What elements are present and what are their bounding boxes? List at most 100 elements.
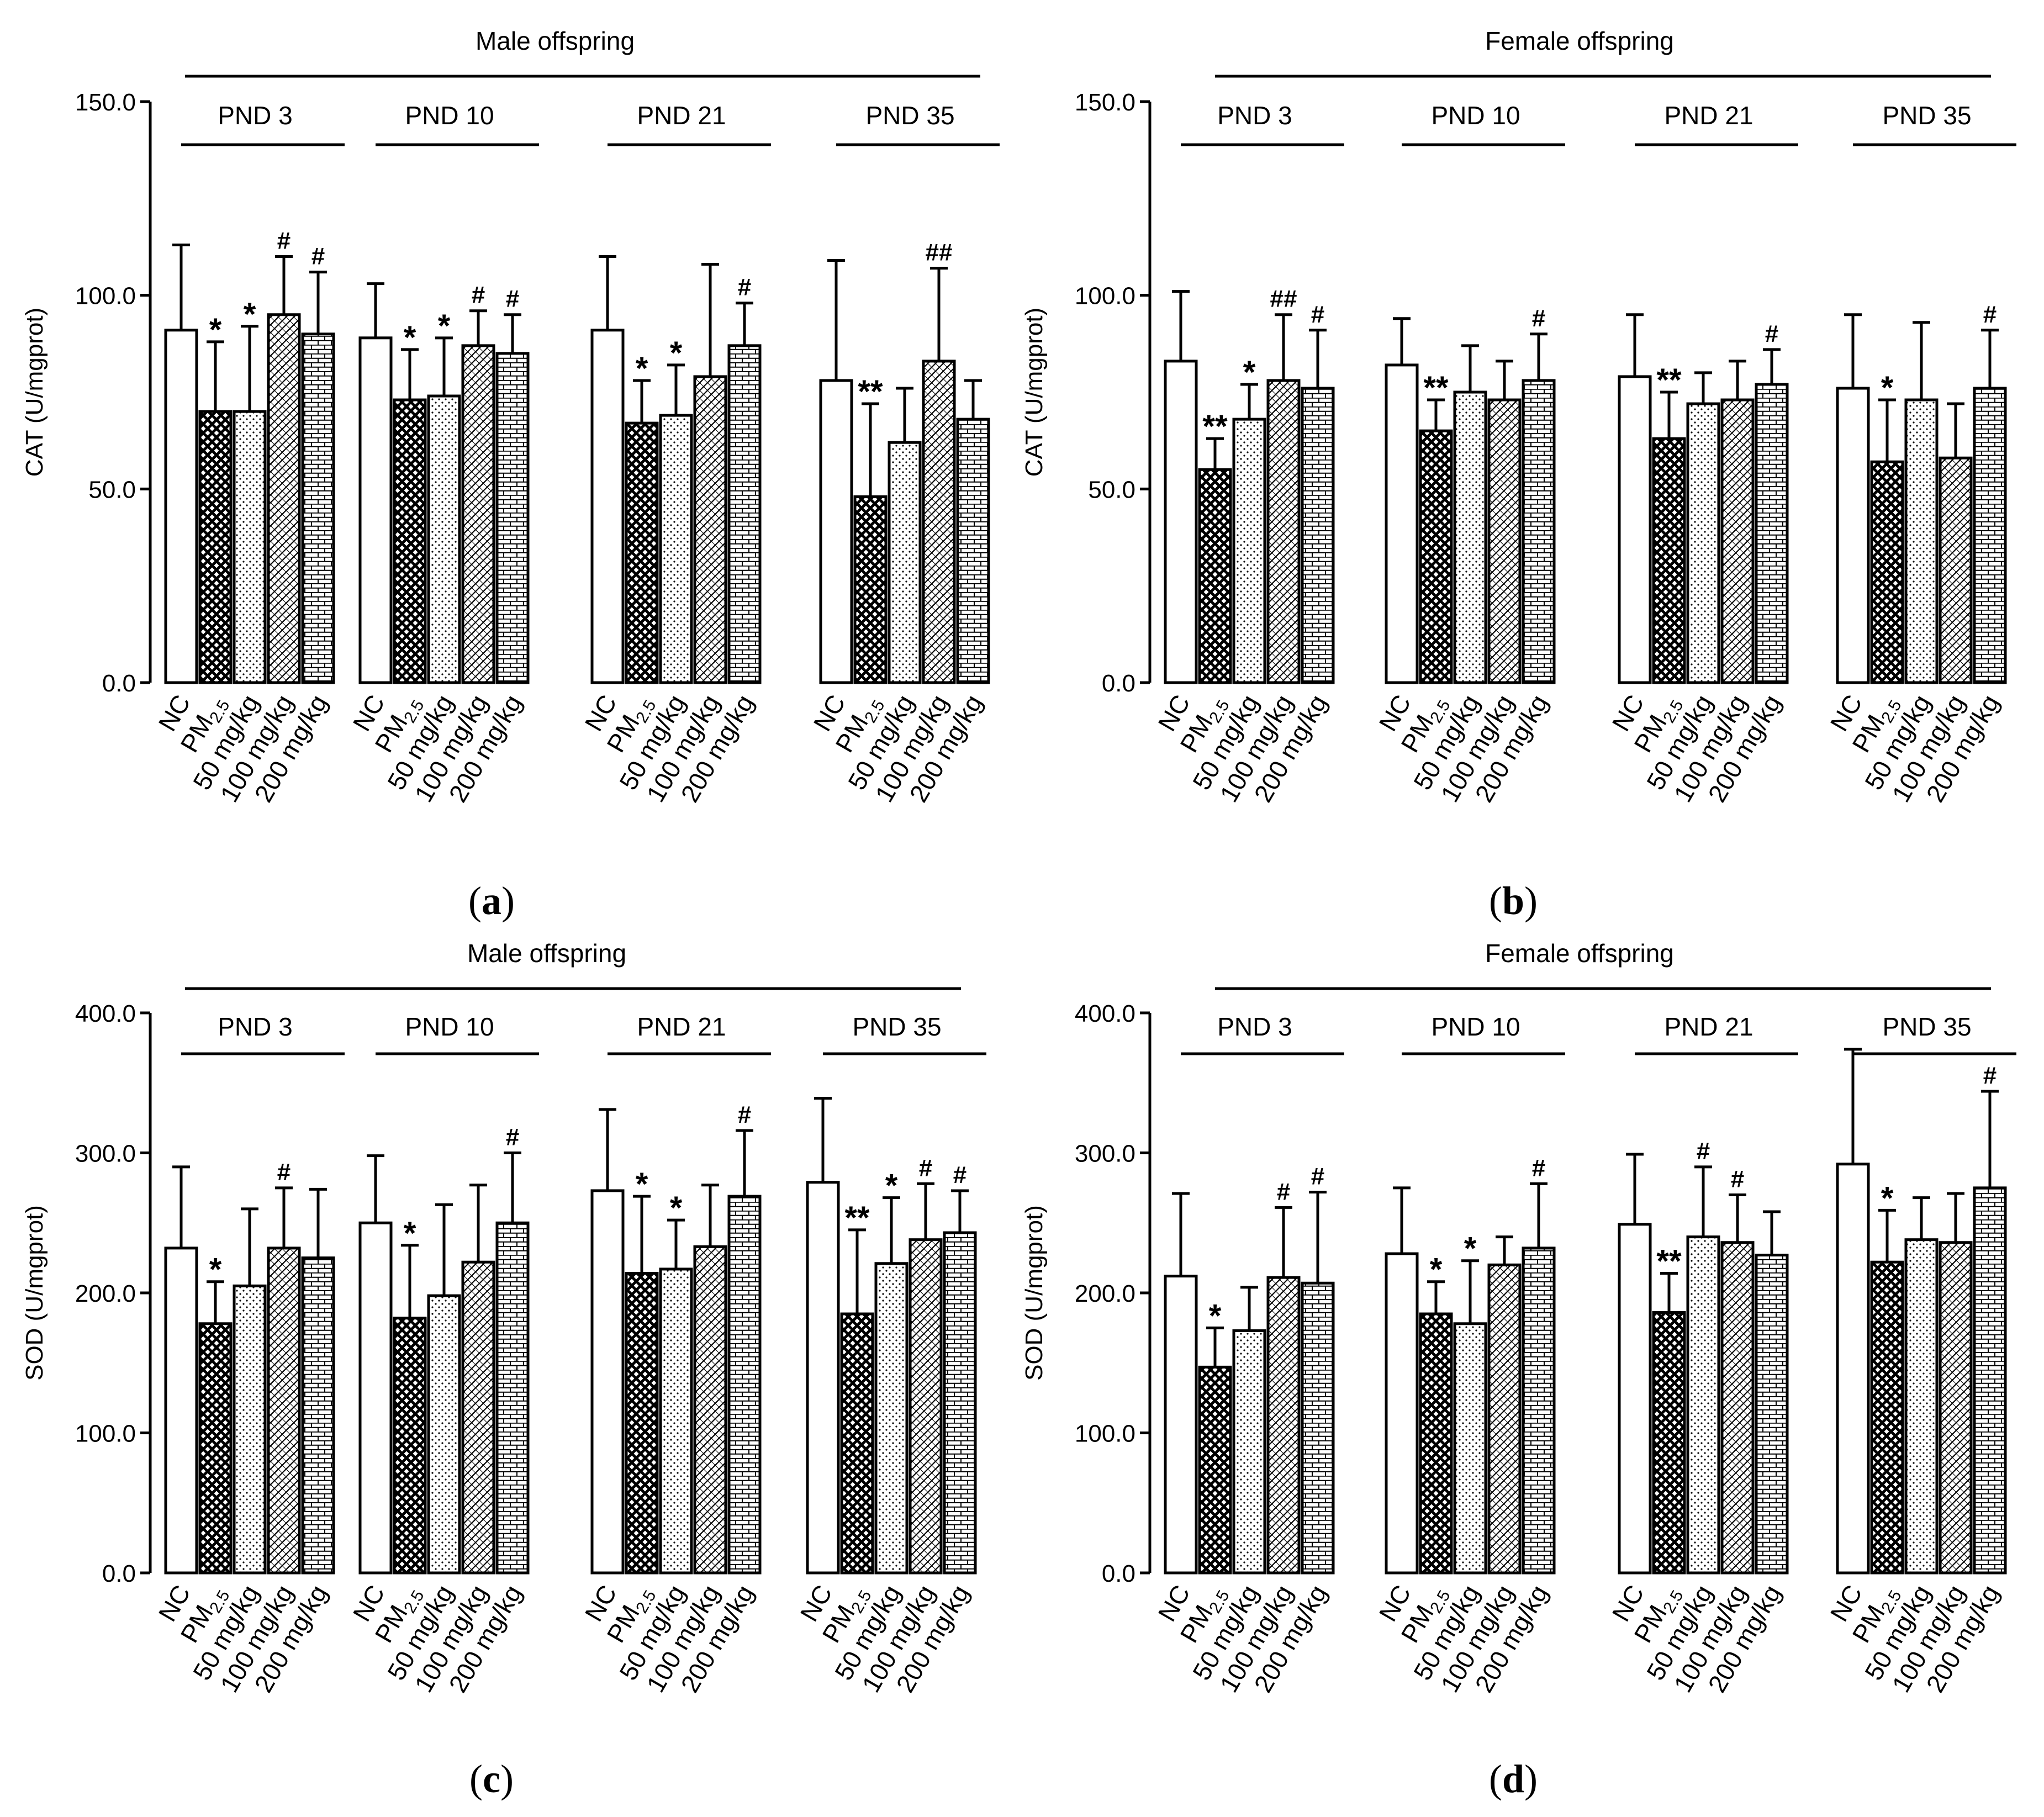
significance-mark: # (1731, 1166, 1744, 1193)
bar (727, 344, 762, 684)
bar (358, 336, 393, 684)
bar (1385, 363, 1419, 684)
bar (1904, 398, 1939, 684)
bar (301, 1256, 335, 1575)
bar (1870, 460, 1904, 684)
significance-mark: # (1697, 1138, 1710, 1165)
bar (1522, 1246, 1556, 1575)
bar (1836, 1163, 1870, 1575)
bar (1522, 379, 1556, 684)
significance-mark: * (636, 351, 648, 387)
significance-mark: ** (1423, 370, 1449, 406)
bar (590, 1189, 625, 1575)
y-tick-label: 200.0 (75, 1280, 136, 1307)
y-tick-label: 0.0 (102, 670, 136, 697)
bar (233, 1284, 267, 1575)
significance-mark: # (277, 228, 291, 255)
bar (625, 421, 659, 684)
significance-mark: * (1464, 1231, 1477, 1267)
panel-label: (d) (1489, 1757, 1538, 1801)
bar (198, 410, 233, 684)
significance-mark: ## (1270, 286, 1297, 313)
group-label: PND 35 (1882, 101, 1971, 130)
bar (1301, 387, 1335, 684)
bar (461, 344, 495, 684)
bar (1453, 1322, 1487, 1575)
bar (1973, 1186, 2007, 1575)
significance-mark: # (472, 282, 485, 309)
bar (461, 1260, 495, 1575)
y-tick-label: 0.0 (1102, 1560, 1135, 1587)
significance-mark: * (1881, 370, 1894, 406)
panel-label: (c) (469, 1757, 514, 1801)
bar (1939, 1241, 1973, 1575)
significance-mark: # (1983, 301, 1997, 328)
bar (358, 1221, 393, 1575)
significance-mark: # (311, 243, 325, 270)
group-label: PND 10 (1431, 101, 1520, 130)
significance-mark: ** (1656, 362, 1682, 398)
significance-mark: # (506, 286, 519, 313)
significance-mark: * (1209, 1298, 1222, 1334)
group-label: PND 35 (865, 101, 954, 130)
y-tick-label: 100.0 (75, 1420, 136, 1448)
y-axis-label: SOD (U/mgprot) (1021, 1205, 1048, 1381)
chart-title: Male offspring (476, 27, 635, 55)
bar (495, 352, 530, 684)
panel-d-chart: Female offspring 0.0 100.0 200.0 300.0 400.0 S… (1021, 939, 2016, 1801)
bar (1487, 398, 1522, 684)
significance-mark: * (636, 1166, 648, 1202)
significance-mark: # (738, 274, 751, 301)
significance-mark: # (277, 1159, 291, 1186)
y-axis-label: CAT (U/mgprot) (1021, 308, 1048, 477)
bar (1232, 1329, 1266, 1575)
group-label: PND 21 (1664, 101, 1753, 130)
bar (427, 1294, 461, 1575)
bar (1419, 1312, 1453, 1575)
bar (1973, 387, 2007, 684)
chart-title: Female offspring (1485, 939, 1674, 968)
bar (693, 1245, 727, 1575)
bar (1198, 468, 1232, 684)
significance-mark: ** (1656, 1244, 1682, 1280)
significance-mark: * (404, 320, 416, 356)
panel-label: (b) (1489, 879, 1538, 923)
y-tick-label: 50.0 (1088, 476, 1135, 503)
bar (1618, 1223, 1652, 1575)
bar (393, 398, 427, 684)
group-label: PND 35 (852, 1012, 941, 1041)
bar (233, 410, 267, 684)
bar (198, 1322, 233, 1575)
group-label: PND 21 (637, 101, 726, 130)
significance-mark: * (438, 308, 451, 344)
group-label: PND 3 (218, 1012, 292, 1041)
significance-mark: # (1311, 301, 1324, 328)
group-label: PND 10 (1431, 1012, 1520, 1041)
bar (909, 1238, 943, 1575)
bar (1652, 1311, 1686, 1575)
bar (1419, 429, 1453, 684)
bar (1686, 402, 1720, 684)
significance-mark: # (1765, 320, 1778, 347)
group-label: PND 35 (1882, 1012, 1971, 1041)
significance-mark: * (670, 1190, 683, 1226)
significance-mark: * (209, 1252, 222, 1288)
y-tick-label: 300.0 (1075, 1140, 1135, 1168)
group-label: PND 10 (405, 101, 494, 130)
y-tick-label: 100.0 (75, 283, 136, 310)
y-axis-label: CAT (U/mgprot) (21, 308, 48, 477)
chart-title: Female offspring (1485, 27, 1674, 55)
panel-b-chart: Female offspring 0.0 50.0 100.0 150.0 CAT (U/… (1021, 27, 2016, 923)
y-axis-label: SOD (U/mgprot) (21, 1205, 48, 1381)
significance-mark: # (1983, 1062, 1997, 1089)
significance-mark: * (404, 1216, 416, 1251)
bar (1836, 387, 1870, 684)
y-tick-label: 300.0 (75, 1140, 136, 1168)
significance-mark: # (1311, 1163, 1324, 1190)
bar (267, 313, 301, 684)
significance-mark: ## (926, 239, 953, 266)
bar (1686, 1235, 1720, 1575)
bar (727, 1195, 762, 1575)
chart-title: Male offspring (467, 939, 626, 968)
significance-mark: * (670, 335, 683, 371)
